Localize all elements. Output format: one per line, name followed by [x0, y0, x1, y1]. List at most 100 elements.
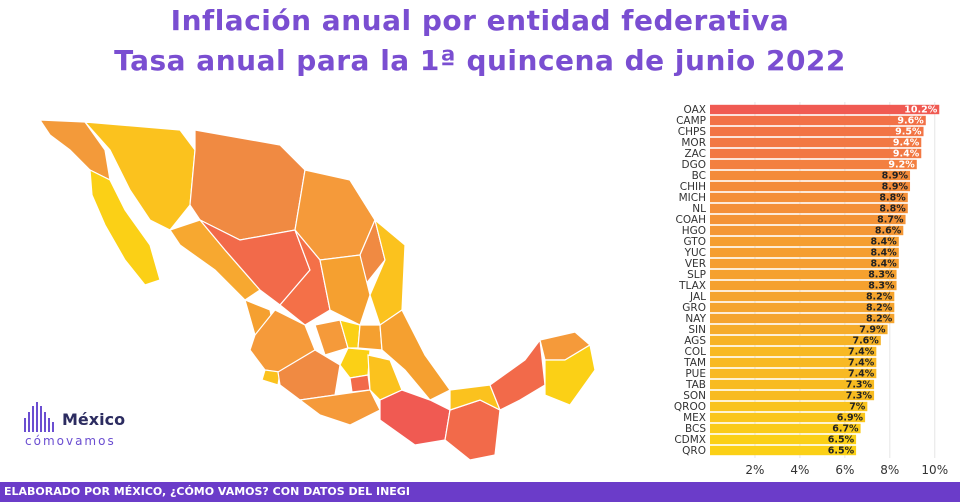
data-label: 9.5%	[895, 127, 922, 138]
category-label: MICH	[679, 192, 706, 204]
map-region-oax	[379, 389, 451, 446]
bar-jal	[710, 291, 895, 302]
logo: México cómovamos	[24, 400, 144, 456]
map-region-bcs	[89, 168, 161, 286]
map-region-ver	[379, 309, 451, 401]
data-label: 9.6%	[897, 116, 924, 127]
data-label: 8.8%	[879, 193, 906, 204]
bar-dgo	[710, 159, 917, 170]
bar-slp	[710, 269, 897, 280]
data-label: 7.4%	[848, 369, 875, 380]
chart-title: Inflación anual por entidad federativa	[170, 4, 790, 37]
data-label: 7.4%	[848, 347, 875, 358]
bar-nl	[710, 203, 908, 214]
category-label: CHPS	[678, 126, 707, 138]
category-label: YUC	[684, 247, 706, 259]
bar-col	[710, 346, 877, 357]
map-region-qroo	[544, 344, 596, 406]
category-label: GRO	[682, 302, 706, 314]
data-label: 6.5%	[828, 435, 855, 446]
category-label: VER	[685, 258, 706, 270]
bar-bc	[710, 170, 911, 181]
bar-son	[710, 390, 875, 401]
data-label: 8.3%	[868, 281, 895, 292]
category-label: JAL	[689, 291, 706, 303]
data-label: 8.4%	[870, 259, 897, 270]
data-label: 9.4%	[893, 149, 920, 160]
category-label: SLP	[687, 269, 706, 281]
bar-mich	[710, 192, 908, 203]
bar-gto	[710, 236, 899, 247]
category-label: SON	[683, 390, 706, 402]
bar-chih	[710, 181, 911, 192]
chart-subtitle: Tasa anual para la 1ª quincena de junio …	[114, 44, 846, 77]
bar-nay	[710, 313, 895, 324]
bar-pue	[710, 368, 877, 379]
category-label: NL	[692, 203, 706, 215]
category-label: COL	[685, 346, 707, 358]
data-label: 7.3%	[846, 380, 873, 391]
bar-cdmx	[710, 434, 857, 445]
category-label: SIN	[688, 324, 706, 336]
data-label: 8.2%	[866, 303, 893, 314]
bar-tam	[710, 357, 877, 368]
data-label: 8.6%	[875, 226, 902, 237]
data-label: 8.3%	[868, 270, 895, 281]
category-label: DGO	[682, 159, 707, 171]
category-label: TAB	[685, 379, 706, 391]
bar-coah	[710, 214, 906, 225]
data-label: 6.7%	[832, 424, 859, 435]
bar-qroo	[710, 401, 868, 412]
data-label: 8.9%	[882, 182, 909, 193]
bar-hgo	[710, 225, 904, 236]
x-tick-label: 8%	[880, 463, 899, 476]
data-label: 9.2%	[888, 160, 915, 171]
bar-mex	[710, 412, 866, 423]
category-label: OAX	[684, 104, 706, 116]
category-label: AGS	[684, 335, 706, 347]
footer-source: ELABORADO POR MÉXICO, ¿CÓMO VAMOS? CON D…	[0, 482, 960, 502]
category-label: TAM	[683, 357, 706, 369]
data-label: 6.9%	[837, 413, 864, 424]
bar-oax	[710, 104, 940, 115]
mexico-choropleth-map	[38, 119, 596, 461]
map-region-hgo	[357, 324, 383, 351]
category-label: HGO	[682, 225, 706, 237]
category-label: BCS	[685, 423, 706, 435]
bar-mor	[710, 137, 922, 148]
data-label: 8.4%	[870, 237, 897, 248]
data-label: 9.4%	[893, 138, 920, 149]
data-label: 6.5%	[828, 446, 855, 457]
map-region-col	[261, 369, 281, 386]
x-tick-label: 6%	[835, 463, 854, 476]
x-tick-label: 4%	[790, 463, 809, 476]
data-label: 8.2%	[866, 314, 893, 325]
category-label: CAMP	[676, 115, 706, 127]
category-label: QROO	[674, 401, 706, 413]
data-label: 8.9%	[882, 171, 909, 182]
data-label: 8.8%	[879, 204, 906, 215]
logo-text-mexico: México	[62, 410, 126, 429]
category-label: BC	[692, 170, 706, 182]
category-label: CHIH	[680, 181, 706, 193]
x-tick-label: 2%	[745, 463, 764, 476]
data-label: 8.2%	[866, 292, 893, 303]
category-label: TLAX	[678, 280, 706, 292]
bar-ver	[710, 258, 899, 269]
bar-yuc	[710, 247, 899, 258]
map-region-tab	[449, 384, 502, 412]
data-label: 8.4%	[870, 248, 897, 259]
category-label: GTO	[684, 236, 706, 248]
category-label: MEX	[683, 412, 706, 424]
bar-chps	[710, 126, 924, 137]
category-label: MOR	[681, 137, 706, 149]
category-label: QRO	[682, 445, 706, 457]
bar-bcs	[710, 423, 861, 434]
x-tick-label: 10%	[921, 463, 948, 476]
inflation-bar-chart: 2% 4% 6% 8% 10% OAX 10.2% CAMP 9.6% CHPS 9.5% MOR 9.…	[674, 102, 948, 476]
data-label: 7.3%	[846, 391, 873, 402]
bar-tlax	[710, 280, 897, 291]
data-label: 7.6%	[852, 336, 879, 347]
logo-bars-icon	[24, 402, 56, 432]
category-label: ZAC	[684, 148, 706, 160]
